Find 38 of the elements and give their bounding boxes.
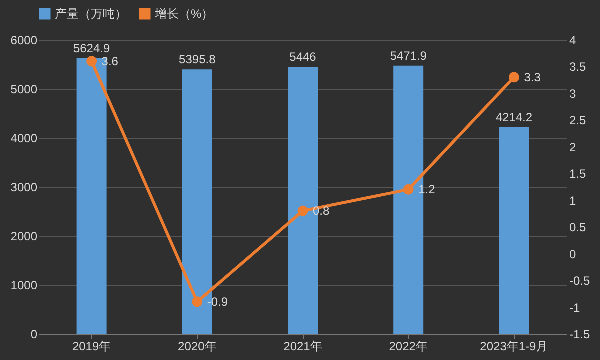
x-tick-label: 2019年	[72, 340, 112, 354]
y2-tick-label: 3.5	[570, 60, 587, 74]
data-label: 3.3	[524, 70, 542, 84]
y-tick-label: 0	[30, 328, 38, 342]
y-tick-label: 5000	[10, 82, 38, 96]
y2-tick-label: 1.5	[570, 167, 587, 182]
y-tick-label: 2000	[10, 230, 38, 244]
y-tick-label: 1000	[10, 278, 38, 292]
y2-tick-label: 0.5	[570, 220, 587, 235]
y2-tick-label: 2.5	[570, 114, 587, 128]
y2-tick-label: 1	[570, 194, 576, 208]
x-tick-label: 2021年	[284, 340, 322, 354]
x-tick-label: 2020年	[178, 340, 217, 354]
data-label: 4214.2	[496, 110, 533, 125]
y-tick-label: 4000	[10, 132, 38, 146]
y2-tick-label: 4	[570, 34, 576, 48]
x-tick-label: 2022年	[389, 340, 428, 354]
legend-label: 产量（万吨）	[55, 7, 127, 21]
point	[298, 206, 308, 216]
y2-tick-label: -1.5	[570, 328, 591, 342]
y2-tick-label: 3	[570, 86, 576, 101]
y2-tick-label: 0	[570, 247, 576, 262]
legend-label: 增长（%）	[154, 7, 214, 21]
x-tick-label: 2023年1-9月	[480, 340, 548, 354]
data-label: 5446	[290, 50, 317, 64]
point	[508, 72, 520, 83]
point	[192, 296, 203, 308]
y-tick-label: 3000	[10, 180, 38, 194]
y2-tick-label: -0.5	[570, 274, 591, 288]
y2-tick-label: -1	[570, 300, 580, 315]
point	[86, 56, 98, 67]
data-label: 5471.9	[390, 48, 428, 63]
data-label: 5395.8	[179, 52, 216, 67]
y2-tick-label: 2	[570, 140, 576, 154]
point	[403, 184, 414, 195]
y-tick-label: 6000	[10, 34, 38, 48]
data-label: 5624.9	[73, 41, 110, 56]
bar	[499, 128, 530, 334]
